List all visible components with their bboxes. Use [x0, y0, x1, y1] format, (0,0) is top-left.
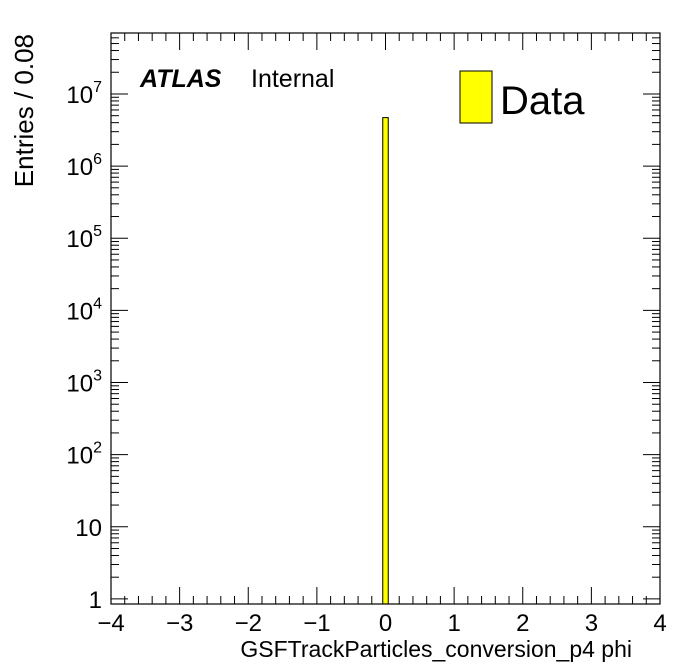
x-tick-labels: −4 −3 −2 −1 0 1 2 3 4: [97, 610, 666, 637]
x-tick-label: 4: [653, 610, 666, 637]
x-tick-label: 0: [379, 610, 392, 637]
x-tick-label: −1: [303, 610, 330, 637]
y-tick-label: 102: [66, 440, 102, 470]
y-tick-label: 103: [66, 368, 102, 398]
y-axis-label: Entries / 0.08: [9, 34, 39, 187]
x-tick-label: 3: [585, 610, 598, 637]
y-tick-label: 107: [66, 79, 102, 109]
legend: Data: [459, 70, 585, 124]
y-tick-label: 1: [89, 587, 102, 614]
x-tick-label: −2: [235, 610, 262, 637]
plot-frame: [110, 32, 661, 605]
y-tick-label: 105: [66, 223, 102, 253]
x-tick-label: −4: [97, 610, 124, 637]
y-tick-labels: 1 10 102 103 104 105 106 107: [66, 79, 102, 614]
x-axis-label: GSFTrackParticles_conversion_p4 phi: [240, 636, 632, 662]
histogram-bars: [382, 117, 389, 605]
y-tick-label: 104: [66, 295, 102, 325]
y-tick-label: 106: [66, 151, 102, 181]
atlas-label: ATLAS: [139, 65, 222, 93]
y-tick-label: 10: [75, 515, 102, 542]
x-tick-label: −3: [166, 610, 193, 637]
histogram-bar: [382, 117, 389, 605]
x-tick-label: 1: [447, 610, 460, 637]
atlas-status-label: Internal: [251, 65, 334, 93]
legend-label-data: Data: [500, 79, 585, 123]
legend-swatch-data: [459, 70, 493, 124]
x-tick-label: 2: [516, 610, 529, 637]
